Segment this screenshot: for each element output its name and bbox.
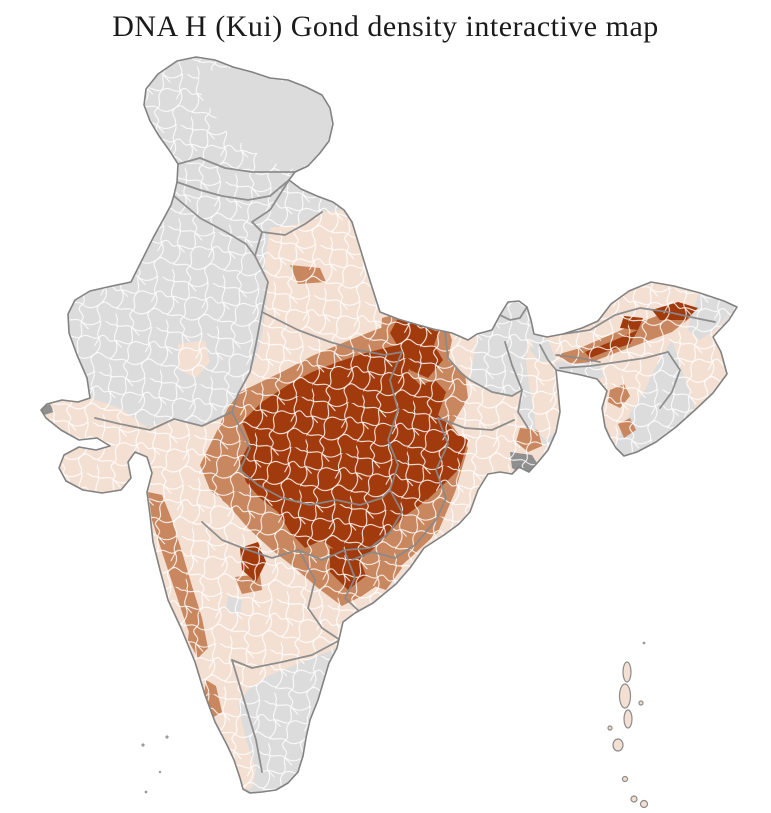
lakshadweep-islet-1 (141, 743, 145, 747)
map-layers (41, 57, 737, 793)
offshore-islet (642, 641, 646, 645)
lakshadweep-islands (141, 641, 646, 794)
lakshadweep-islet-4 (158, 770, 162, 774)
page-title: DNA H (Kui) Gond density interactive map (112, 10, 659, 43)
andaman-island-north[interactable] (622, 661, 632, 683)
andaman-island-south[interactable] (623, 709, 633, 729)
lakshadweep-islet-2 (165, 735, 169, 739)
andaman-islet-2[interactable] (607, 725, 613, 731)
nicobar-island-1[interactable] (621, 775, 629, 783)
little-andaman-island[interactable] (612, 738, 624, 752)
district-boundaries (41, 57, 737, 793)
nicobar-island-3[interactable] (639, 799, 649, 809)
lakshadweep-islet-3 (144, 790, 148, 794)
region-ladakh[interactable] (198, 68, 332, 170)
andaman-nicobar-islands[interactable] (607, 661, 649, 809)
nicobar-island-2[interactable] (630, 795, 638, 803)
andaman-islet-1[interactable] (638, 700, 644, 706)
state-borders (94, 157, 716, 773)
andaman-island-middle[interactable] (618, 683, 632, 709)
